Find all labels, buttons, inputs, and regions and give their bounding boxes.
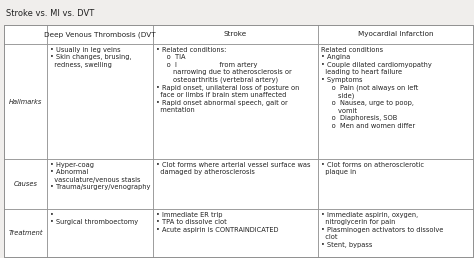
Bar [47, 44, 153, 159]
Text: Causes: Causes [14, 181, 37, 187]
Bar [47, 209, 153, 257]
Text: Treatment: Treatment [9, 230, 43, 236]
Bar [318, 209, 473, 257]
Bar [4, 25, 47, 44]
Bar [153, 209, 318, 257]
Text: • Clot forms on atherosclerotic
  plaque in: • Clot forms on atherosclerotic plaque i… [321, 162, 424, 175]
Text: • Usually in leg veins
• Skin changes, brusing,
  redness, swelling: • Usually in leg veins • Skin changes, b… [50, 47, 132, 68]
Text: • Hyper-coag
• Abnormal
  vasculature/venous stasis
• Trauma/surgery/venography: • Hyper-coag • Abnormal vasculature/veno… [50, 162, 151, 190]
Bar [153, 159, 318, 209]
Text: •              
• Surgical thromboectomy: • • Surgical thromboectomy [50, 212, 138, 225]
Bar [318, 159, 473, 209]
Bar [318, 25, 473, 44]
Bar [4, 159, 47, 209]
Text: Stroke: Stroke [224, 31, 247, 37]
Bar [153, 25, 318, 44]
Text: Stroke vs. MI vs. DVT: Stroke vs. MI vs. DVT [6, 9, 94, 18]
Text: • Clot forms where arterial vessel surface was
  damaged by atherosclerosis: • Clot forms where arterial vessel surfa… [156, 162, 310, 175]
Text: Related conditions
• Angina
• Couple dilated cardiomyopathy
  leading to heart f: Related conditions • Angina • Couple dil… [321, 47, 432, 129]
Text: • Immediate ER trip
• TPA to dissolve clot
• Acute aspirin is CONTRAINDICATED: • Immediate ER trip • TPA to dissolve cl… [156, 212, 278, 233]
Bar [47, 25, 153, 44]
Bar [4, 44, 47, 159]
Text: Deep Venous Thrombosis (DVT: Deep Venous Thrombosis (DVT [45, 31, 156, 38]
Text: • Immediate aspirin, oxygen,
  nitroglycerin for pain
• Plasminogen activators t: • Immediate aspirin, oxygen, nitroglycer… [321, 212, 443, 248]
Bar [4, 209, 47, 257]
Text: Hallmarks: Hallmarks [9, 99, 42, 105]
Text: Myocardial Infarction: Myocardial Infarction [358, 31, 433, 37]
Bar [318, 44, 473, 159]
Bar [153, 44, 318, 159]
Text: • Related conditions:
     o  TIA
     o  I                    from artery
     : • Related conditions: o TIA o I from art… [156, 47, 299, 113]
Bar [47, 159, 153, 209]
